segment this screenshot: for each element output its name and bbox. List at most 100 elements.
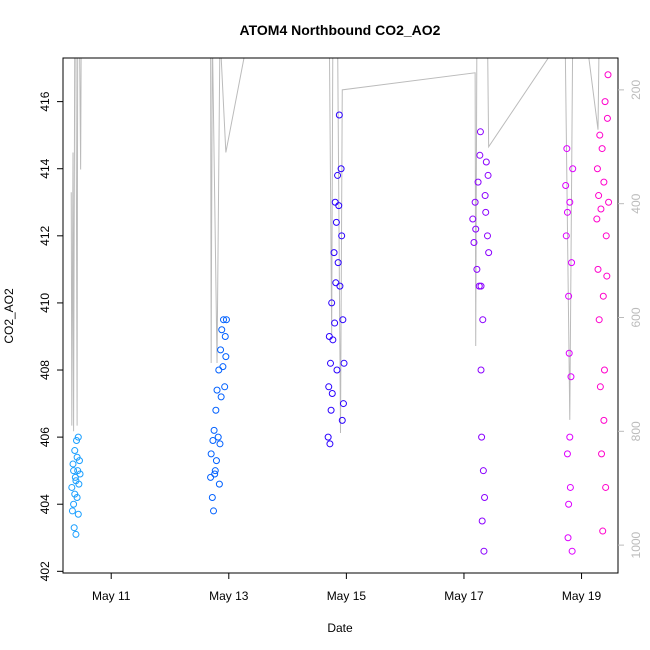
data-point [478,433,486,441]
data-point [596,383,604,391]
data-point [564,534,572,542]
y2-tick-label: 200 [629,80,643,100]
data-point [593,215,601,223]
data-point [600,366,608,374]
data-point [73,436,81,444]
data-point [594,265,602,273]
data-point [211,467,219,475]
y2-tick-label: 1000 [629,531,643,558]
data-point [484,171,492,179]
y-tick-label: 412 [38,225,52,245]
data-point [480,547,488,555]
x-tick-label: May 11 [92,589,131,603]
x-tick-label: May 17 [444,589,484,603]
data-point [210,426,218,434]
data-point [479,467,487,475]
y-axis-label: CO2_AO2 [2,288,16,344]
data-point [477,282,485,290]
plot-frame [62,57,619,574]
data-point [217,346,225,354]
data-point [568,259,576,267]
data-point [222,353,230,361]
data-point [565,292,573,300]
data-point [569,165,577,173]
data-point [566,483,574,491]
data-point [338,232,346,240]
data-point [70,524,78,532]
data-point [221,332,229,340]
data-point [470,239,478,247]
data-point [335,202,343,210]
y-tick-label: 416 [38,91,52,111]
y-tick-label: 414 [38,158,52,178]
y2-tick-label: 600 [629,307,643,327]
data-point [595,316,603,324]
data-point [562,181,570,189]
data-point [324,433,332,441]
data-point [334,171,342,179]
data-point [215,480,223,488]
x-tick-label: May 13 [209,589,249,603]
data-point [211,470,219,478]
data-point [327,406,335,414]
data-point [482,208,490,216]
y2-tick-label: 400 [629,193,643,213]
altitude-line [70,58,600,434]
data-point [597,205,605,213]
chart-title: ATOM4 Northbound CO2_AO2 [240,22,441,38]
data-point [565,349,573,357]
data-point [602,232,610,240]
data-point [602,483,610,491]
y-tick-label: 410 [38,293,52,313]
y2-tick-label: 800 [629,421,643,441]
data-point [70,500,78,508]
data-point [217,393,225,401]
data-point [74,433,82,441]
data-point [72,477,80,485]
data-point [563,208,571,216]
data-point [209,436,217,444]
data-point [336,282,344,290]
data-point [334,259,342,267]
data-point [331,319,339,327]
data-point [477,366,485,374]
data-point [76,470,84,478]
y-tick-label: 404 [38,494,52,514]
data-point [479,316,487,324]
data-point [73,453,81,461]
data-point [333,366,341,374]
data-point [215,366,223,374]
y-tick-label: 408 [38,360,52,380]
x-axis-label: Date [327,621,353,635]
data-point [325,383,333,391]
data-point [69,460,77,468]
data-point [563,145,571,153]
data-point [329,336,337,344]
data-point [72,530,80,538]
data-point [595,192,603,200]
data-point [340,359,348,367]
data-point [598,450,606,458]
data-point [563,450,571,458]
data-point [471,198,479,206]
data-point [68,483,76,491]
data-point [596,131,604,139]
data-point [604,71,612,79]
data-point [219,363,227,371]
data-point [566,198,574,206]
data-point [220,316,228,324]
data-point [332,218,340,226]
data-point [599,292,607,300]
data-point [605,198,613,206]
data-point [472,225,480,233]
data-point [600,416,608,424]
data-point [335,111,343,119]
data-point [210,507,218,515]
data-point [327,359,335,367]
data-point [328,390,336,398]
data-point [481,494,489,502]
data-point [482,158,490,166]
data-point [222,316,230,324]
